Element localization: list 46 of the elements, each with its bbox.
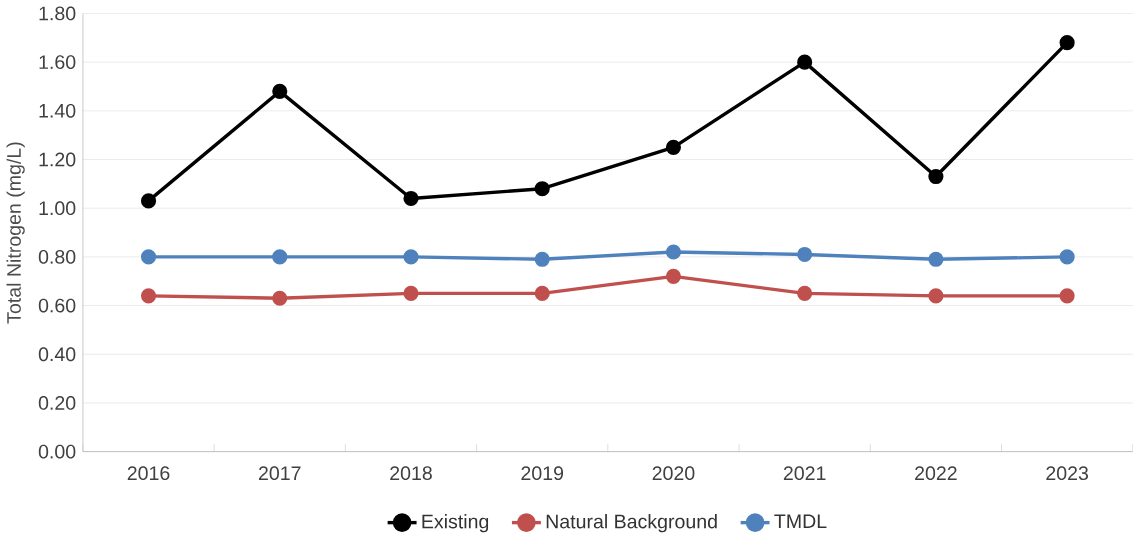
point	[140, 249, 157, 265]
point	[797, 246, 813, 262]
x-tick-label: 2020	[652, 466, 695, 480]
point	[534, 180, 550, 197]
point	[403, 249, 419, 265]
legend-label: Existing	[422, 513, 489, 533]
x-tick-label: 2021	[783, 466, 826, 480]
point	[1059, 249, 1075, 265]
x-tick-label: 2017	[258, 466, 301, 480]
point	[534, 251, 550, 267]
y-tick-label: 1.60	[39, 55, 76, 69]
x-tick-label: 2022	[915, 466, 957, 480]
point	[928, 168, 944, 184]
y-tick-label: 0.40	[38, 347, 76, 361]
point	[1059, 288, 1075, 304]
y-tick-label: 0.80	[38, 249, 76, 264]
x-tick-label: 2016	[127, 466, 170, 480]
point	[272, 249, 288, 265]
point	[403, 285, 419, 301]
point	[1059, 34, 1075, 51]
y-tick-label: 1.80	[39, 6, 76, 21]
point	[797, 54, 813, 70]
y-tick-label: 1.40	[39, 103, 76, 118]
point	[272, 290, 288, 306]
y-tick-label: 0.20	[38, 395, 76, 410]
x-tick-label: 2023	[1046, 466, 1089, 480]
point	[928, 288, 944, 304]
point	[665, 139, 682, 155]
x-tick-label: 2018	[390, 466, 432, 480]
point	[797, 285, 813, 301]
point	[140, 288, 157, 304]
point	[534, 285, 550, 301]
y-tick-label: 1.20	[39, 152, 76, 167]
y-tick-label: 0.00	[38, 444, 76, 459]
y-tick-label: 0.60	[38, 298, 76, 313]
point	[928, 251, 944, 267]
point	[403, 190, 419, 206]
legend-label: TMDL	[774, 514, 827, 528]
x-tick-label: 2019	[521, 466, 564, 480]
y-axis-title: Total Nitrogen (mg/L)	[6, 142, 25, 324]
y-tick-label: 1.00	[39, 201, 76, 215]
legend-label: Natural Background	[546, 513, 717, 533]
point	[140, 193, 157, 209]
point	[272, 83, 288, 99]
point	[665, 244, 682, 260]
point	[665, 268, 682, 284]
